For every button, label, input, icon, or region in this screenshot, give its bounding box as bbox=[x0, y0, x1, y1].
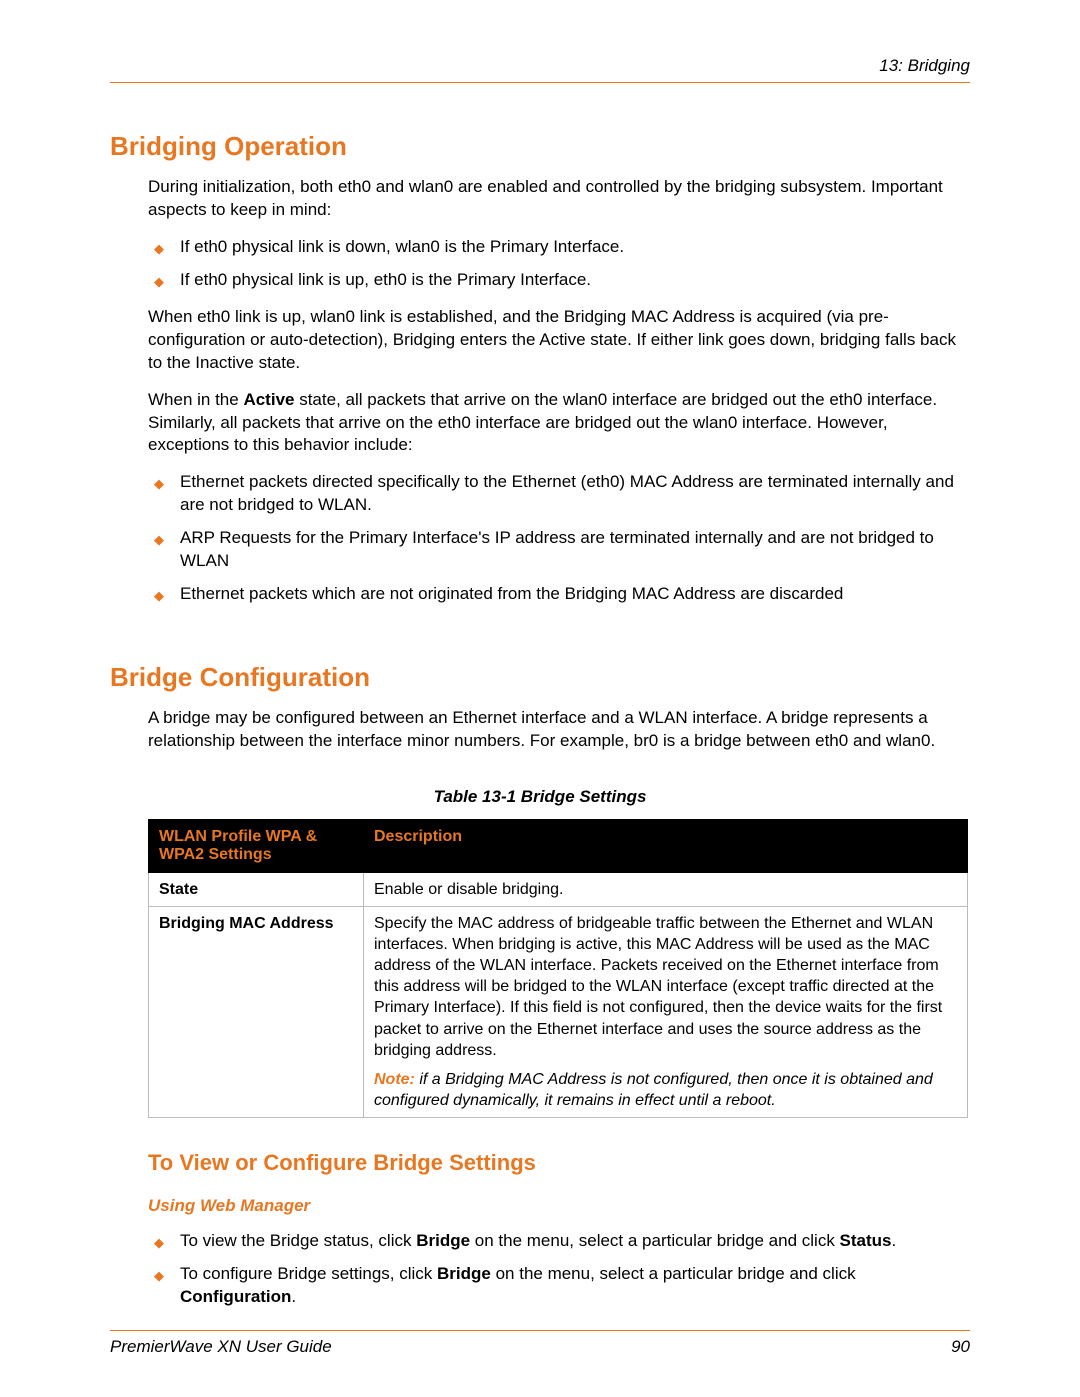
table-caption: Table 13-1 Bridge Settings bbox=[110, 787, 970, 807]
list-item: ◆ To view the Bridge status, click Bridg… bbox=[148, 1230, 970, 1253]
bullet-icon: ◆ bbox=[154, 531, 164, 549]
col-header-settings: WLAN Profile WPA & WPA2 Settings bbox=[149, 819, 364, 872]
bullet-icon: ◆ bbox=[154, 1267, 164, 1285]
col-header-description: Description bbox=[364, 819, 968, 872]
table-row: Bridging MAC Address Specify the MAC add… bbox=[149, 907, 968, 1118]
subheading-web-manager: Using Web Manager bbox=[148, 1196, 970, 1216]
bold-text: Bridge bbox=[416, 1231, 470, 1250]
list-item-text: Ethernet packets which are not originate… bbox=[180, 584, 843, 603]
para-active-state: When in the Active state, all packets th… bbox=[148, 389, 970, 458]
text-fragment: When in the bbox=[148, 390, 243, 409]
note-label: Note: bbox=[374, 1071, 415, 1088]
note-text: if a Bridging MAC Address is not configu… bbox=[374, 1071, 933, 1109]
setting-description: Enable or disable bridging. bbox=[364, 872, 968, 906]
chapter-label: 13: Bridging bbox=[879, 56, 970, 75]
para-bridge-config: A bridge may be configured between an Et… bbox=[148, 707, 970, 753]
list-item-text: ARP Requests for the Primary Interface's… bbox=[180, 528, 934, 570]
bullet-list-webmanager: ◆ To view the Bridge status, click Bridg… bbox=[148, 1230, 970, 1309]
heading-bridge-configuration: Bridge Configuration bbox=[110, 662, 970, 693]
note-line: Note: if a Bridging MAC Address is not c… bbox=[374, 1069, 957, 1111]
bullet-icon: ◆ bbox=[154, 273, 164, 291]
text-fragment: . bbox=[892, 1231, 897, 1250]
setting-label: Bridging MAC Address bbox=[149, 907, 364, 1118]
footer-guide-name: PremierWave XN User Guide bbox=[110, 1337, 332, 1357]
bold-text: Bridge bbox=[437, 1264, 491, 1283]
bullet-icon: ◆ bbox=[154, 1234, 164, 1252]
page-footer: PremierWave XN User Guide 90 bbox=[110, 1330, 970, 1357]
bullet-icon: ◆ bbox=[154, 240, 164, 258]
list-item-text: If eth0 physical link is down, wlan0 is … bbox=[180, 237, 624, 256]
bullet-list-2: ◆ Ethernet packets directed specifically … bbox=[148, 471, 970, 606]
list-item-text: Ethernet packets directed specifically t… bbox=[180, 472, 954, 514]
para-intro: During initialization, both eth0 and wla… bbox=[148, 176, 970, 222]
bold-text: Configuration bbox=[180, 1287, 291, 1306]
text-fragment: on the menu, select a particular bridge … bbox=[470, 1231, 839, 1250]
bold-text: Status bbox=[840, 1231, 892, 1250]
bullet-icon: ◆ bbox=[154, 587, 164, 605]
table-row: State Enable or disable bridging. bbox=[149, 872, 968, 906]
subheading-view-configure: To View or Configure Bridge Settings bbox=[148, 1150, 970, 1176]
list-item: ◆ Ethernet packets directed specifically … bbox=[148, 471, 970, 517]
desc-text: Specify the MAC address of bridgeable tr… bbox=[374, 915, 942, 1059]
list-item: ◆ Ethernet packets which are not originat… bbox=[148, 583, 970, 606]
setting-label: State bbox=[149, 872, 364, 906]
page-header: 13: Bridging bbox=[110, 56, 970, 83]
bridge-settings-table: WLAN Profile WPA & WPA2 Settings Descrip… bbox=[148, 819, 968, 1118]
bullet-list-1: ◆ If eth0 physical link is down, wlan0 is… bbox=[148, 236, 970, 292]
table-header-row: WLAN Profile WPA & WPA2 Settings Descrip… bbox=[149, 819, 968, 872]
setting-description: Specify the MAC address of bridgeable tr… bbox=[364, 907, 968, 1118]
text-fragment: . bbox=[291, 1287, 296, 1306]
bold-active: Active bbox=[243, 390, 294, 409]
para-active-acquired: When eth0 link is up, wlan0 link is esta… bbox=[148, 306, 970, 375]
text-fragment: To view the Bridge status, click bbox=[180, 1231, 416, 1250]
list-item: ◆ ARP Requests for the Primary Interface'… bbox=[148, 527, 970, 573]
document-page: 13: Bridging Bridging Operation During i… bbox=[0, 0, 1080, 1397]
list-item: ◆ To configure Bridge settings, click Br… bbox=[148, 1263, 970, 1309]
list-item: ◆ If eth0 physical link is down, wlan0 is… bbox=[148, 236, 970, 259]
text-fragment: To configure Bridge settings, click bbox=[180, 1264, 437, 1283]
heading-bridging-operation: Bridging Operation bbox=[110, 131, 970, 162]
footer-page-number: 90 bbox=[951, 1337, 970, 1357]
text-fragment: on the menu, select a particular bridge … bbox=[491, 1264, 856, 1283]
bullet-icon: ◆ bbox=[154, 475, 164, 493]
list-item: ◆ If eth0 physical link is up, eth0 is th… bbox=[148, 269, 970, 292]
list-item-text: If eth0 physical link is up, eth0 is the… bbox=[180, 270, 591, 289]
